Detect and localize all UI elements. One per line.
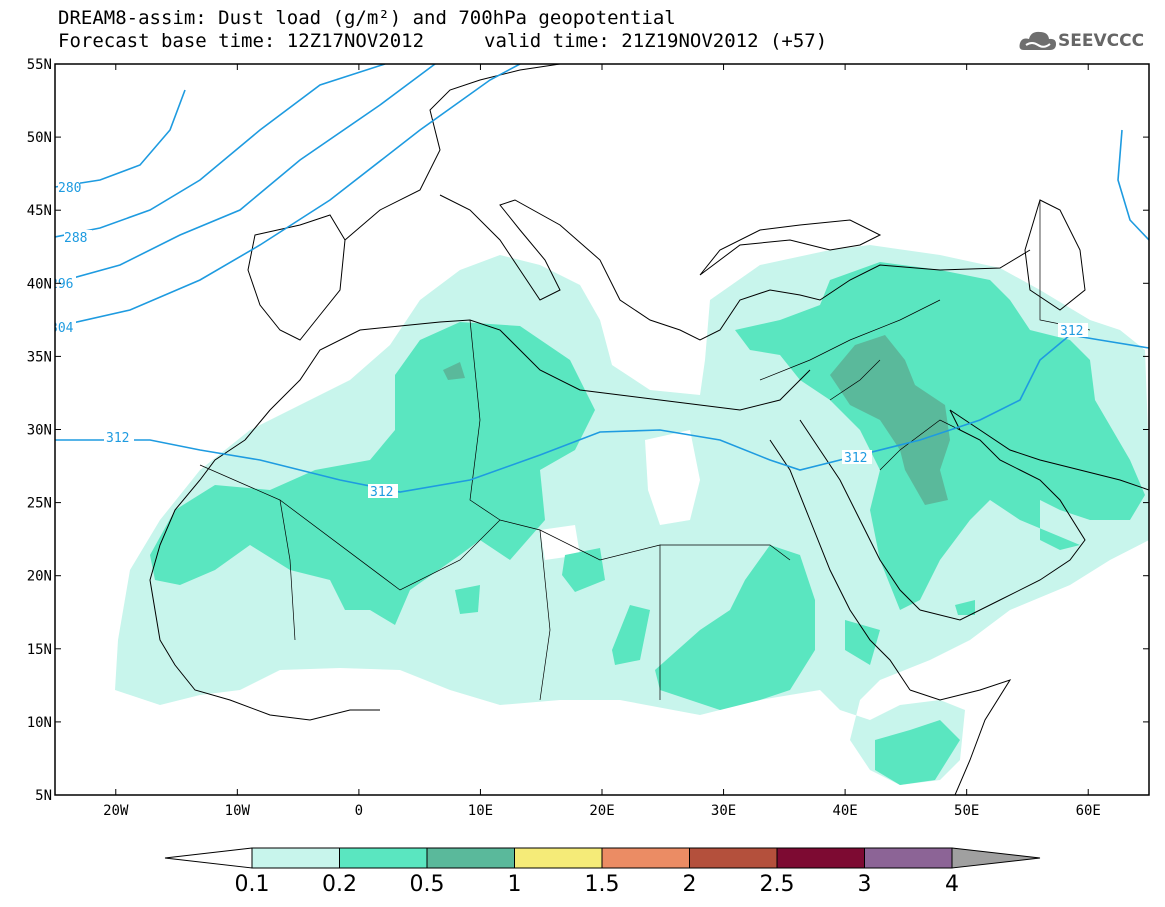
coastlines [55,64,1149,795]
dust-region-east [655,545,815,710]
lat-label: 35N [27,349,52,365]
lon-label: 50E [954,803,979,819]
colorbar-over-arrow [951,847,1041,869]
seevccc-logo [1019,31,1056,50]
lat-label: 20N [27,569,52,585]
dust-region-dark [830,335,950,505]
colorbar-label: 0.1 [235,872,270,897]
colorbar-label: 4 [945,872,959,897]
colorbar-swatch [864,847,953,869]
lon-label: 30E [711,803,736,819]
map-title: DREAM8-assim: Dust load (g/m²) and 700hP… [58,7,676,29]
colorbar-swatch [426,847,515,869]
colorbar-swatch [514,847,603,869]
colorbar-swatch [776,847,865,869]
contour-label: 296 [50,277,73,292]
latitude-axis: 55N 50N 45N 40N 35N 30N 25N 20N 15N 10N 5N [27,57,1149,804]
valid-time: valid time: 21Z19NOV2012 (+57) [484,30,828,52]
colorbar-label: 1 [508,872,522,897]
contour-label: 280 [58,181,81,196]
forecast-base-time: Forecast base time: 12Z17NOV2012 [58,30,425,52]
geopotential-contours [55,64,1149,493]
contour-labels: 280 288 296 304 312 312 312 312 [50,180,1088,500]
colorbar-label: 3 [858,872,872,897]
colorbar-label: 1.5 [585,872,620,897]
lat-label: 25N [27,496,52,512]
dust-region-medium [150,322,595,625]
lat-label: 10N [27,715,52,731]
lon-label: 20W [103,803,129,819]
borders [199,200,1091,701]
contour-label: 312 [1060,324,1083,339]
lat-label: 30N [27,423,52,439]
contour-label: 312 [844,451,867,466]
contour-label: 312 [370,485,393,500]
lat-label: 40N [27,276,52,292]
colorbar-under-arrow [164,847,253,869]
contour-label: 288 [64,231,87,246]
lat-label: 45N [27,203,52,219]
colorbar-label: 2.5 [760,872,795,897]
lon-label: 10W [225,803,251,819]
lon-label: 0 [355,803,363,819]
colorbar-swatch [339,847,428,869]
cloud-icon [1019,31,1056,50]
colorbar-swatch [601,847,690,869]
lat-label: 55N [27,57,52,73]
lon-label: 60E [1076,803,1101,819]
lat-label: 50N [27,130,52,146]
lon-label: 40E [832,803,857,819]
colorbar-label: 0.2 [322,872,357,897]
lat-label: 5N [35,788,52,804]
lon-label: 20E [589,803,614,819]
colorbar-swatch [689,847,778,869]
lat-label: 15N [27,642,52,658]
colorbar-label: 0.5 [410,872,445,897]
contour-label: 312 [106,431,129,446]
colorbar-swatch [251,847,340,869]
logo-text: SEEVCCC [1058,31,1145,51]
colorbar-label: 2 [683,872,697,897]
longitude-axis: 20W 10W 0 10E 20E 30E 40E 50E 60E [103,64,1101,819]
contour-label: 304 [50,321,74,336]
lon-label: 10E [468,803,493,819]
